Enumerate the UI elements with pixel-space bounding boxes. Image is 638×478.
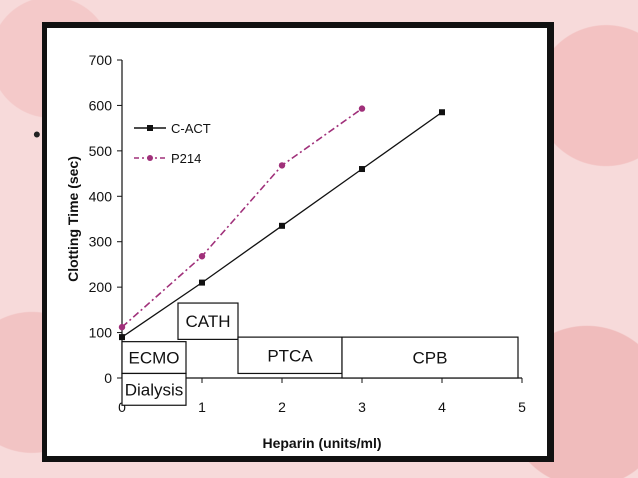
y-tick-label: 500 — [89, 143, 113, 159]
y-axis-title: Clotting Time (sec) — [65, 156, 81, 282]
legend-marker — [147, 155, 153, 161]
x-tick-label: 1 — [198, 399, 206, 415]
legend-marker — [147, 125, 153, 131]
slide-bullet: • — [33, 122, 41, 147]
region-box-cpb — [341, 336, 519, 379]
x-tick-label: 5 — [518, 399, 526, 415]
chart-legend: C-ACT P214 — [134, 121, 211, 166]
data-point-c-act — [439, 109, 445, 116]
region-box-ptca — [237, 336, 343, 375]
chart-axes: 0 100 200 300 400 500 600 700 0 1 2 3 4 5 — [89, 52, 526, 415]
region-label-dialysis: Dialysis — [125, 380, 184, 399]
legend-label-c-act: C-ACT — [171, 121, 211, 136]
data-point-p214 — [118, 323, 126, 331]
series-line-p214 — [121, 107, 363, 328]
data-point-c-act — [199, 279, 205, 286]
legend-label-p214: P214 — [171, 151, 201, 166]
region-box-cath — [177, 302, 239, 340]
region-box-ecmo — [121, 341, 187, 375]
region-label-cpb: CPB — [413, 349, 448, 368]
x-tick-label: 3 — [358, 399, 366, 415]
y-tick-label: 400 — [89, 188, 113, 204]
region-label-cath: CATH — [185, 312, 230, 331]
y-tick-label: 600 — [89, 97, 113, 113]
y-tick-label: 700 — [89, 52, 113, 68]
y-tick-label: 200 — [89, 279, 113, 295]
region-label-ptca: PTCA — [267, 346, 313, 365]
y-tick-label: 0 — [104, 370, 112, 386]
data-point-c-act — [359, 166, 365, 173]
procedure-regions: ECMO Dialysis CATH PTCA CPB — [121, 302, 519, 406]
x-tick-label: 4 — [438, 399, 446, 415]
x-tick-label: 0 — [118, 399, 126, 415]
data-point-p214 — [278, 162, 286, 169]
data-point-p214 — [358, 105, 366, 112]
x-axis-title: Heparin (units/ml) — [262, 435, 381, 451]
data-point-p214 — [198, 253, 206, 260]
y-tick-label: 100 — [89, 325, 113, 341]
y-tick-label: 300 — [89, 234, 113, 250]
data-point-c-act — [279, 222, 285, 229]
data-point-c-act — [119, 334, 125, 341]
x-tick-label: 2 — [278, 399, 286, 415]
region-box-dialysis — [121, 372, 187, 406]
chart-series — [118, 105, 445, 341]
region-label-ecmo: ECMO — [129, 349, 180, 368]
